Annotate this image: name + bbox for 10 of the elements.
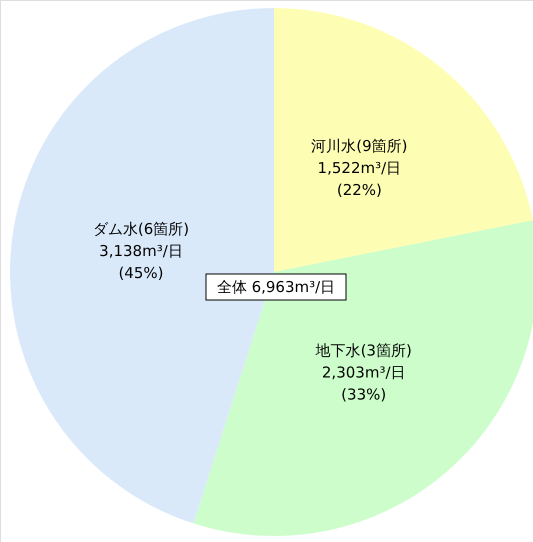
slice-label: ダム水(6箇所)	[92, 220, 190, 238]
slice-label: 河川水(9箇所)	[311, 136, 408, 155]
data-label: 2,303m³/日	[322, 363, 406, 382]
text: 全体 6,963m³/日	[216, 278, 336, 296]
text: (22%)	[336, 180, 382, 199]
text: (33%)	[341, 385, 386, 404]
text: (45%)	[118, 264, 164, 282]
data-label: 3,138m³/日	[99, 242, 183, 260]
slice-label: 地下水(3箇所)	[314, 341, 412, 360]
data-label: 1,522m³/日	[318, 158, 402, 177]
